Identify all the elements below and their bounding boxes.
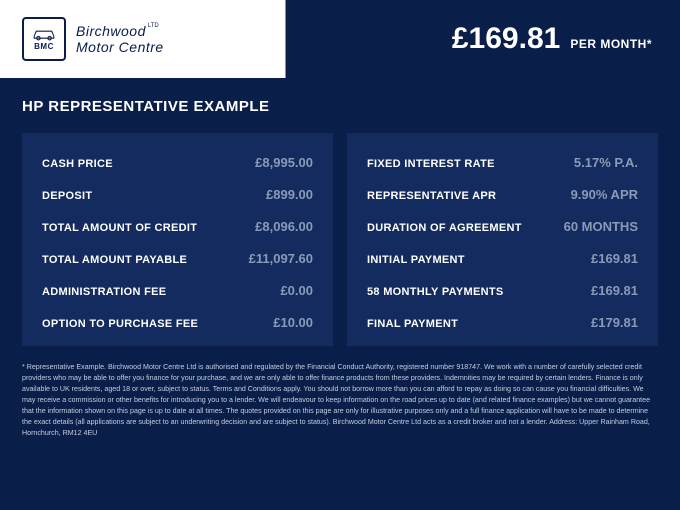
row-value: £10.00 (273, 315, 313, 330)
finance-row: FINAL PAYMENT £179.81 (367, 315, 638, 330)
finance-row: TOTAL AMOUNT OF CREDIT £8,096.00 (42, 219, 313, 234)
finance-row: ADMINISTRATION FEE £0.00 (42, 283, 313, 298)
row-label: FINAL PAYMENT (367, 318, 458, 330)
row-value: £179.81 (591, 315, 638, 330)
row-label: DEPOSIT (42, 190, 92, 202)
logo-line1: BirchwoodLTD (76, 23, 164, 41)
monthly-price: £169.81 PER MONTH* (452, 22, 652, 56)
row-value: £169.81 (591, 283, 638, 298)
finance-row: FIXED INTEREST RATE 5.17% P.A. (367, 155, 638, 170)
disclaimer: * Representative Example. Birchwood Moto… (22, 362, 658, 439)
row-value: 5.17% P.A. (574, 155, 638, 170)
row-value: £8,096.00 (255, 219, 313, 234)
logo-icon: BMC (22, 17, 66, 61)
finance-row: DEPOSIT £899.00 (42, 187, 313, 202)
finance-row: 58 MONTHLY PAYMENTS £169.81 (367, 283, 638, 298)
header: BMC BirchwoodLTD Motor Centre £169.81 PE… (0, 0, 680, 78)
finance-row: TOTAL AMOUNT PAYABLE £11,097.60 (42, 251, 313, 266)
row-label: CASH PRICE (42, 158, 113, 170)
finance-row: OPTION TO PURCHASE FEE £10.00 (42, 315, 313, 330)
price-amount: £169.81 (452, 22, 560, 56)
logo-text: BirchwoodLTD Motor Centre (76, 23, 164, 56)
left-panel: CASH PRICE £8,995.00 DEPOSIT £899.00 TOTAL A… (22, 133, 333, 346)
row-label: TOTAL AMOUNT OF CREDIT (42, 222, 197, 234)
row-label: DURATION OF AGREEMENT (367, 222, 522, 234)
row-label: 58 MONTHLY PAYMENTS (367, 286, 504, 298)
price-suffix: PER MONTH* (570, 37, 652, 51)
right-panel: FIXED INTEREST RATE 5.17% P.A. REPRESENTAT… (347, 133, 658, 346)
row-label: TOTAL AMOUNT PAYABLE (42, 254, 187, 266)
page-title: HP REPRESENTATIVE EXAMPLE (22, 98, 658, 115)
finance-row: INITIAL PAYMENT £169.81 (367, 251, 638, 266)
finance-row: DURATION OF AGREEMENT 60 MONTHS (367, 219, 638, 234)
panels: CASH PRICE £8,995.00 DEPOSIT £899.00 TOTAL A… (22, 133, 658, 346)
row-label: ADMINISTRATION FEE (42, 286, 166, 298)
row-label: OPTION TO PURCHASE FEE (42, 318, 198, 330)
row-value: £169.81 (591, 251, 638, 266)
finance-row: REPRESENTATIVE APR 9.90% APR (367, 187, 638, 202)
row-value: £899.00 (266, 187, 313, 202)
row-value: 60 MONTHS (564, 219, 638, 234)
row-value: £11,097.60 (249, 251, 313, 266)
logo-line2: Motor Centre (76, 40, 164, 55)
row-value: £8,995.00 (255, 155, 313, 170)
row-label: FIXED INTEREST RATE (367, 158, 495, 170)
car-icon (30, 27, 58, 41)
row-value: 9.90% APR (571, 187, 638, 202)
finance-row: CASH PRICE £8,995.00 (42, 155, 313, 170)
row-label: REPRESENTATIVE APR (367, 190, 496, 202)
row-label: INITIAL PAYMENT (367, 254, 465, 266)
logo: BMC BirchwoodLTD Motor Centre (22, 17, 164, 61)
logo-abbr: BMC (34, 42, 54, 51)
body: HP REPRESENTATIVE EXAMPLE CASH PRICE £8,9… (0, 78, 680, 510)
row-value: £0.00 (280, 283, 313, 298)
